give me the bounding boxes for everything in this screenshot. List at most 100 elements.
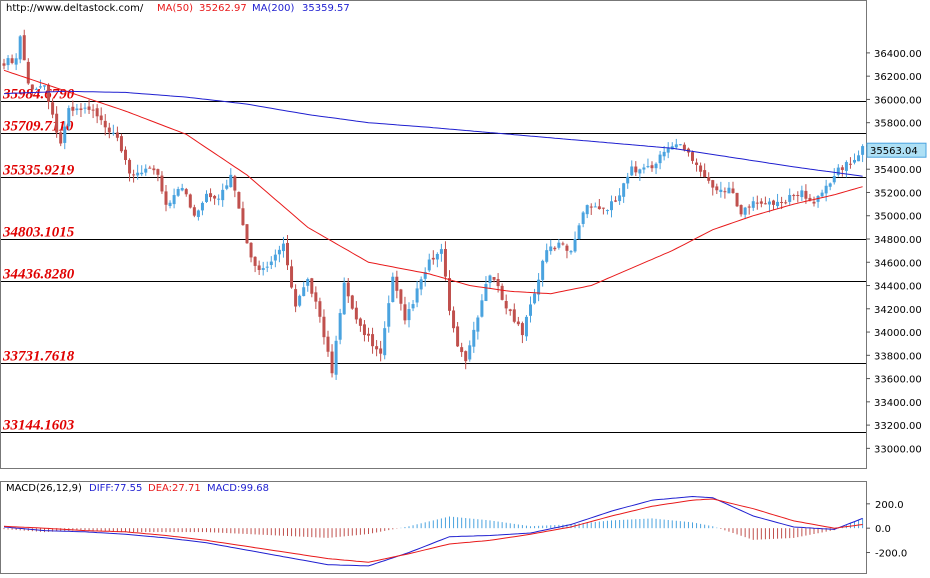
candle-body <box>759 201 763 204</box>
candle-body <box>731 188 735 194</box>
candle-body <box>435 254 439 260</box>
macd-diff-value: DIFF:77.55 <box>89 483 143 494</box>
price-axis: 33000.00 33200.00 33400.00 33600.00 33800.00… <box>866 49 922 455</box>
candle-body <box>346 282 350 297</box>
candle-body <box>87 106 91 110</box>
candle-body <box>585 205 589 215</box>
candle-body <box>452 310 456 329</box>
candle-body <box>695 162 699 165</box>
candle-body <box>488 275 492 283</box>
candle-body <box>180 188 184 191</box>
candle-body <box>853 159 856 163</box>
candle-body <box>79 108 83 110</box>
candle-body <box>119 136 123 152</box>
candle-body <box>662 151 666 157</box>
candle-body <box>529 304 532 316</box>
candle-body <box>565 245 569 251</box>
candle-body <box>34 88 38 90</box>
candle-body <box>719 189 723 192</box>
price-tick-label: 35200.00 <box>874 188 922 199</box>
candle-body <box>140 172 144 175</box>
candle-body <box>577 225 581 240</box>
candle-body <box>338 313 342 340</box>
candle-body <box>290 266 294 288</box>
candle-body <box>472 329 476 347</box>
candle-body <box>362 324 366 336</box>
candle-body <box>650 165 654 169</box>
candle-body <box>43 85 46 87</box>
candle-body <box>541 260 545 280</box>
candle-body <box>751 201 755 208</box>
candle-body <box>277 249 281 255</box>
candle-body <box>601 207 605 209</box>
candle-body <box>666 148 670 153</box>
candle-body <box>30 84 34 90</box>
candle-body <box>237 192 241 209</box>
candle-body <box>658 154 662 164</box>
candle-body <box>128 159 132 174</box>
candle-body <box>468 345 472 360</box>
main-panel <box>0 0 867 469</box>
price-tick-label: 33600.00 <box>874 375 922 386</box>
candle-body <box>18 36 22 60</box>
candle-body <box>22 35 26 61</box>
candle-body <box>217 198 221 200</box>
candle-body <box>861 146 865 155</box>
candle-body <box>213 195 217 199</box>
candle-body <box>610 201 613 211</box>
macd-dea-value: DEA:27.71 <box>148 483 201 494</box>
candle-body <box>330 351 334 374</box>
candle-body <box>772 200 775 205</box>
macd-title: MACD(26,12,9) <box>6 483 82 494</box>
candle-body <box>55 113 59 133</box>
candle-body <box>306 279 310 286</box>
candle-body <box>160 175 164 192</box>
candle-body <box>723 191 727 193</box>
candle-body <box>249 242 253 258</box>
price-tick-label: 34400.00 <box>874 282 922 293</box>
source-url[interactable]: http://www.deltastock.com/ <box>6 3 144 14</box>
candle-body <box>107 127 111 133</box>
candle-body <box>634 166 638 173</box>
candle-body <box>38 86 42 88</box>
ma200-label: MA(200) <box>252 3 295 14</box>
candle-body <box>253 256 257 266</box>
price-tick-label: 34800.00 <box>874 235 922 246</box>
candle-body <box>569 251 573 253</box>
candle-body <box>808 197 812 201</box>
candle-body <box>857 155 861 162</box>
candle-body <box>51 102 55 115</box>
level-label: 35709.7110 <box>2 119 74 135</box>
candle-body <box>391 276 395 302</box>
candle-body <box>460 347 464 353</box>
candle-body <box>832 176 836 183</box>
level-label: 33144.1603 <box>2 418 75 434</box>
candle-body <box>800 190 804 198</box>
candle-body <box>743 207 747 215</box>
macd-tick-label: -200.0 <box>875 549 907 560</box>
candle-body <box>520 323 524 336</box>
ma50-line <box>3 69 863 295</box>
candle-body <box>492 277 496 280</box>
candle-body <box>622 183 626 197</box>
price-tick-label: 35000.00 <box>874 212 922 223</box>
candle-body <box>302 287 306 297</box>
candle-body <box>407 309 411 321</box>
candle-body <box>699 165 703 172</box>
candle-body <box>47 84 51 102</box>
candle-body <box>788 194 792 202</box>
candle-body <box>516 321 520 325</box>
candle-body <box>512 309 516 322</box>
candle-body <box>500 285 504 300</box>
candle-body <box>411 304 415 309</box>
candle-body <box>476 317 480 332</box>
candle-body <box>828 183 832 187</box>
candle-body <box>480 300 484 317</box>
candle-body <box>111 132 115 134</box>
candle-body <box>703 170 707 178</box>
candle-body <box>184 189 188 195</box>
candle-body <box>682 144 686 150</box>
candle-body <box>484 284 488 302</box>
candle-body <box>618 195 622 202</box>
macd-tick-label: 200.0 <box>875 500 904 511</box>
